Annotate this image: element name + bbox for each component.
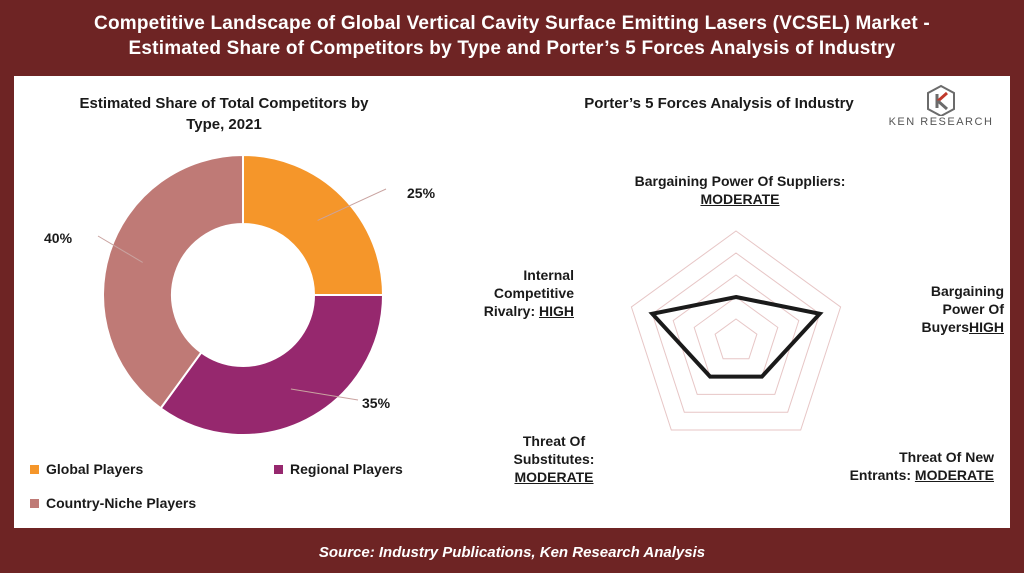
donut-slice-global xyxy=(242,153,385,296)
slice-label-regional: 35% xyxy=(362,395,391,411)
axis-rating: HIGH xyxy=(969,319,1004,335)
page-header: Competitive Landscape of Global Vertical… xyxy=(0,0,1024,72)
radar-grid-ring xyxy=(714,318,758,360)
donut-slice-regional xyxy=(159,294,385,436)
donut-chart xyxy=(97,153,387,436)
legend-swatch xyxy=(30,464,39,474)
header-title-line-1: Competitive Landscape of Global Vertical… xyxy=(94,13,930,34)
radar-label-rivalry: Internal Competitive Rivalry: HIGH xyxy=(483,267,574,319)
radar-grid-ring xyxy=(693,296,779,378)
radar-label-substitutes: Threat Of Substitutes: MODERATE xyxy=(494,432,614,486)
donut-chart-title: Estimated Share of Total Competitors by … xyxy=(79,95,369,133)
legend-item-regional: Regional Players xyxy=(274,461,403,477)
leader-line-niche xyxy=(97,235,143,263)
leader-line-global xyxy=(317,188,387,221)
legend-label: Global Players xyxy=(46,461,144,477)
legend-item-global: Global Players xyxy=(30,461,143,477)
legend-swatch xyxy=(274,464,283,474)
radar-series-line xyxy=(648,294,824,379)
slice-label-niche: 40% xyxy=(44,230,73,246)
leader-line-regional xyxy=(290,388,359,401)
legend-label: Country-Niche Players xyxy=(46,495,197,511)
radar-label-new-entrants: Threat Of New Entrants: MODERATE xyxy=(849,449,994,483)
legend-swatch xyxy=(30,498,39,508)
radar-grid-ring xyxy=(672,274,800,395)
charts-canvas xyxy=(97,153,842,436)
radar-chart-title: Porter’s 5 Forces Analysis of Industry xyxy=(584,95,854,112)
content-panel: Estimated Share of Total Competitors by … xyxy=(14,76,1010,528)
axis-name: Bargaining Power Of Suppliers: xyxy=(634,173,846,189)
radar-chart xyxy=(630,230,842,431)
legend-label: Regional Players xyxy=(290,461,403,477)
donut-slice-niche xyxy=(102,153,244,410)
radar-label-suppliers: Bargaining Power Of Suppliers: MODERATE xyxy=(604,172,876,208)
ken-research-logo: KEN RESEARCH xyxy=(886,84,996,134)
slice-label-global: 25% xyxy=(407,185,436,201)
legend-item-niche: Country-Niche Players xyxy=(30,495,196,511)
source-footer: Source: Industry Publications, Ken Resea… xyxy=(318,544,706,561)
axis-rating: HIGH xyxy=(539,303,574,319)
logo-text: KEN RESEARCH xyxy=(888,116,994,128)
axis-rating: MODERATE xyxy=(700,191,780,207)
radar-label-buyers: Bargaining Power Of BuyersHIGH xyxy=(921,283,1004,335)
axis-rating: MODERATE xyxy=(514,469,594,485)
radar-grid-ring xyxy=(630,230,842,431)
radar-grid-ring xyxy=(651,252,821,413)
axis-rating: MODERATE xyxy=(914,467,994,483)
header-title-line-2: Estimated Share of Competitors by Type a… xyxy=(128,38,896,59)
